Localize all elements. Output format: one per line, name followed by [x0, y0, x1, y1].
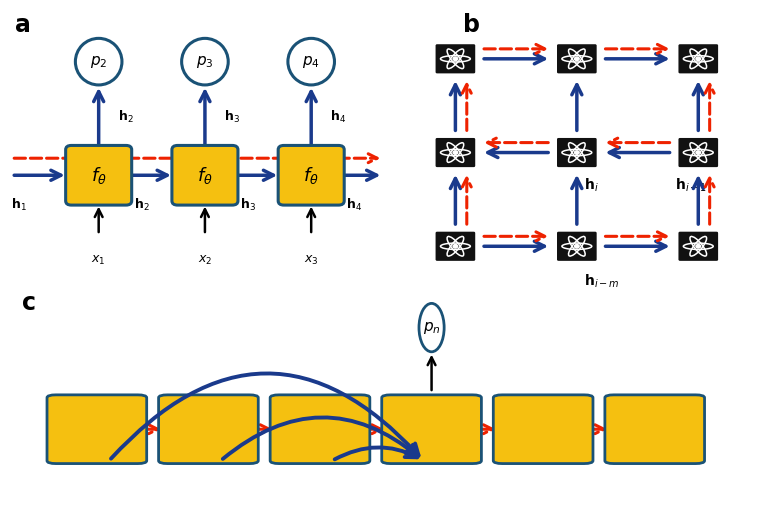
FancyBboxPatch shape — [678, 137, 719, 168]
Circle shape — [575, 245, 579, 248]
Circle shape — [696, 245, 701, 248]
FancyBboxPatch shape — [172, 146, 238, 205]
FancyBboxPatch shape — [279, 146, 345, 205]
Text: c: c — [23, 291, 36, 315]
Text: $f_\theta$: $f_\theta$ — [197, 165, 213, 186]
FancyBboxPatch shape — [435, 137, 477, 168]
Circle shape — [696, 57, 701, 60]
Text: $\mathbf{h}_3$: $\mathbf{h}_3$ — [224, 109, 240, 125]
Ellipse shape — [419, 304, 444, 352]
Text: $\mathbf{h}_{i-m}$: $\mathbf{h}_{i-m}$ — [584, 273, 620, 290]
Text: a: a — [15, 13, 31, 37]
Text: $\mathbf{h}_4$: $\mathbf{h}_4$ — [346, 197, 362, 214]
FancyBboxPatch shape — [65, 146, 132, 205]
Circle shape — [453, 151, 458, 154]
Text: $x_3$: $x_3$ — [304, 254, 319, 267]
Text: $p_2$: $p_2$ — [90, 54, 107, 69]
Ellipse shape — [181, 38, 228, 85]
Text: $x_2$: $x_2$ — [198, 254, 212, 267]
Ellipse shape — [75, 38, 122, 85]
FancyBboxPatch shape — [678, 43, 719, 74]
Text: $\mathbf{h}_i$: $\mathbf{h}_i$ — [584, 176, 599, 194]
FancyBboxPatch shape — [382, 395, 481, 463]
FancyBboxPatch shape — [435, 43, 477, 74]
Ellipse shape — [288, 38, 335, 85]
FancyBboxPatch shape — [678, 230, 719, 262]
Text: $\mathbf{h}_1$: $\mathbf{h}_1$ — [11, 197, 27, 214]
FancyBboxPatch shape — [159, 395, 258, 463]
Text: $\mathbf{h}_{i-1}$: $\mathbf{h}_{i-1}$ — [675, 176, 707, 194]
Text: $f_\theta$: $f_\theta$ — [91, 165, 106, 186]
Circle shape — [453, 245, 458, 248]
Text: $\mathbf{h}_2$: $\mathbf{h}_2$ — [134, 197, 150, 214]
Circle shape — [696, 151, 701, 154]
FancyBboxPatch shape — [556, 137, 598, 168]
Text: $\mathbf{h}_2$: $\mathbf{h}_2$ — [118, 109, 134, 125]
Text: $p_n$: $p_n$ — [423, 320, 440, 336]
Circle shape — [575, 57, 579, 60]
Circle shape — [575, 151, 579, 154]
Text: b: b — [463, 13, 480, 37]
FancyBboxPatch shape — [47, 395, 146, 463]
Text: $x_1$: $x_1$ — [91, 254, 106, 267]
FancyBboxPatch shape — [493, 395, 593, 463]
Text: $\mathbf{h}_3$: $\mathbf{h}_3$ — [240, 197, 256, 214]
Text: $f_\theta$: $f_\theta$ — [304, 165, 319, 186]
FancyBboxPatch shape — [556, 230, 598, 262]
Text: $\mathbf{h}_4$: $\mathbf{h}_4$ — [330, 109, 346, 125]
Text: $p_4$: $p_4$ — [302, 54, 320, 69]
Text: $p_3$: $p_3$ — [196, 54, 214, 69]
Circle shape — [453, 57, 458, 60]
FancyBboxPatch shape — [556, 43, 598, 74]
FancyBboxPatch shape — [435, 230, 477, 262]
FancyBboxPatch shape — [270, 395, 370, 463]
FancyBboxPatch shape — [605, 395, 704, 463]
